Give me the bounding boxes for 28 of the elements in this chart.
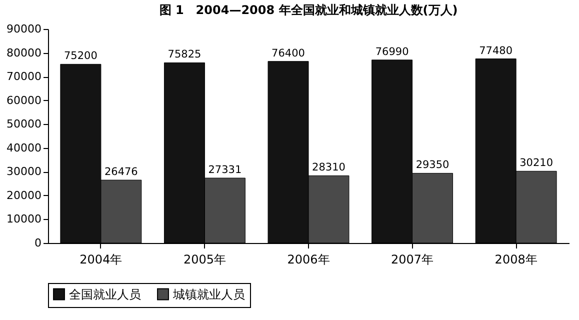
data-label: 75825: [168, 48, 202, 61]
y-tick-label: 30000: [6, 165, 42, 178]
y-tick-label: 20000: [6, 188, 42, 202]
legend-label: 城镇就业人员: [172, 287, 245, 302]
data-label: 28310: [312, 162, 346, 174]
x-tick-label: 2006年: [287, 252, 330, 266]
data-label: 27331: [208, 164, 242, 176]
y-tick-label: 90000: [6, 22, 42, 36]
data-label: 76400: [272, 47, 305, 60]
x-tick-label: 2007年: [391, 252, 434, 266]
data-label: 30210: [520, 157, 554, 170]
data-label: 29350: [416, 159, 450, 172]
data-label: 77480: [479, 44, 513, 57]
chart-title: 图 1 2004—2008 年全国就业和城镇就业人数(万人): [159, 3, 458, 17]
data-label: 26476: [104, 166, 138, 178]
data-label: 75200: [64, 50, 98, 62]
y-tick-label: 70000: [6, 70, 42, 84]
y-tick-label: 50000: [6, 118, 42, 131]
x-tick-label: 2004年: [80, 252, 122, 266]
x-tick-label: 2008年: [494, 252, 538, 266]
y-tick-label: 10000: [6, 212, 42, 226]
y-tick-label: 80000: [6, 46, 42, 60]
legend-label: 全国就业人员: [69, 287, 141, 302]
x-tick-label: 2005年: [183, 252, 226, 266]
y-tick-label: 40000: [6, 141, 42, 154]
y-tick-label: 60000: [6, 94, 42, 107]
y-tick-label: 0: [34, 236, 42, 250]
data-label: 76990: [375, 46, 409, 58]
